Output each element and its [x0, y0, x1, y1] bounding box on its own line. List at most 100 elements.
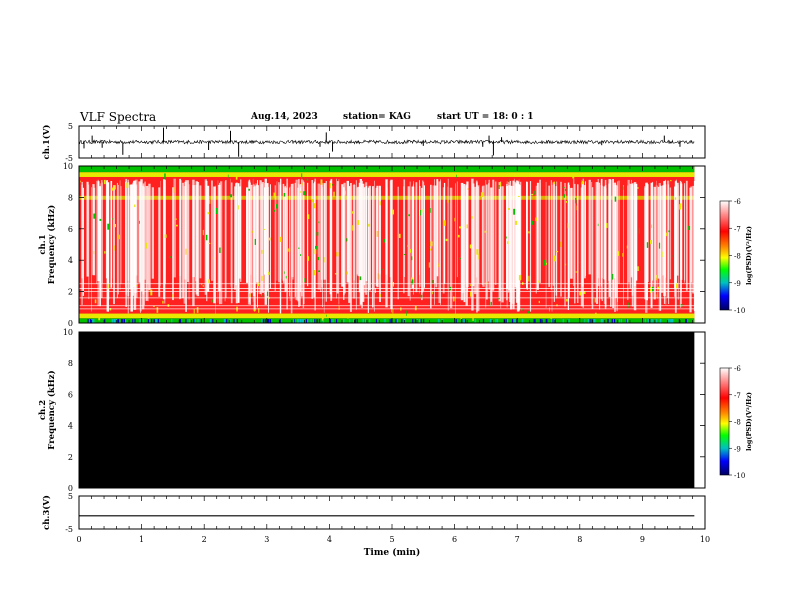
ch1-streak: [482, 186, 483, 285]
ch1-lowfreq-mark: [551, 319, 552, 323]
ch1-speckle: [264, 229, 265, 230]
ch1-streak: [488, 183, 489, 281]
ch1-streak: [513, 186, 515, 290]
ch3-waveform-ytick-label: -5: [65, 525, 73, 534]
ch1-streak: [89, 185, 90, 300]
ch1-streak: [246, 187, 248, 283]
ch1-spectrogram-ylabel: Frequency (kHz): [46, 205, 57, 284]
ch1-lowfreq-mark: [668, 319, 669, 323]
ch1-streak: [336, 185, 337, 293]
cb2-colorbar-tick-label: -7: [734, 392, 741, 400]
ch1-streak: [324, 183, 326, 280]
ch1-lowfreq-mark: [330, 319, 331, 323]
ch1-speckle: [203, 285, 204, 286]
ch1-speckle: [228, 175, 229, 178]
ch1-streak: [125, 179, 127, 307]
ch1-speckle: [210, 200, 211, 204]
ch1-streak: [356, 180, 357, 310]
ch1-speckle: [638, 187, 639, 189]
ch1-streak: [339, 179, 340, 304]
ch1-speckle: [411, 256, 412, 260]
ch1-streak: [121, 186, 122, 284]
ch1-streak: [413, 184, 414, 295]
ch1-speckle: [528, 231, 529, 233]
ch1-speckle: [276, 204, 277, 208]
ch1-streak: [369, 186, 371, 291]
ch1-streak: [303, 180, 304, 308]
ch1-lowfreq-mark: [419, 319, 420, 323]
ch1-lowfreq-mark: [649, 319, 650, 323]
ch1-lowfreq-mark: [122, 319, 123, 323]
ch1-speckle: [256, 316, 257, 318]
ch1-speckle: [408, 214, 410, 216]
ch1-streak: [113, 185, 115, 304]
ch1-speckle: [248, 189, 250, 191]
ch1-streak: [200, 185, 202, 278]
ch1-streak: [421, 188, 422, 300]
x-tick-label: 6: [452, 535, 457, 544]
ch1-streak: [189, 184, 190, 299]
ch2-spectrogram-ytick-label: 2: [68, 453, 73, 462]
ch1-lowfreq-mark: [171, 319, 172, 323]
ch1-streak: [390, 180, 392, 309]
x-tick-label: 3: [264, 535, 269, 544]
ch1-streak: [410, 182, 411, 301]
ch1-speckle: [164, 173, 166, 179]
ch1-speckle: [406, 311, 407, 316]
ch1-speckle: [303, 191, 305, 195]
ch1-speckle: [274, 193, 276, 198]
ch1-speckle: [333, 192, 334, 197]
ch1-speckle: [470, 245, 472, 249]
ch1-streak: [398, 187, 399, 300]
ch1-streak: [646, 183, 648, 300]
ch1-speckle: [137, 285, 138, 286]
ch2-spectrogram-image: [79, 332, 694, 488]
ch1-speckle: [470, 285, 472, 286]
ch1-speckle: [453, 297, 454, 302]
ch1-speckle: [659, 243, 660, 249]
x-tick-label: 4: [327, 535, 332, 544]
ch1-speckle: [206, 235, 208, 241]
ch1-speckle: [346, 272, 348, 275]
ch1-speckle: [478, 254, 479, 260]
ch1-speckle: [563, 187, 565, 188]
ch3-waveform-ytick-label: 5: [68, 492, 73, 501]
ch1-speckle: [500, 182, 501, 186]
ch1-speckle: [238, 205, 239, 209]
ch1-streak: [107, 183, 109, 312]
ch1-lowfreq-mark: [376, 319, 377, 323]
ch1-speckle: [509, 179, 510, 183]
ch1-lowfreq-mark: [365, 319, 366, 323]
ch1-streak: [117, 183, 118, 298]
ch1-lowfreq-mark: [306, 319, 307, 323]
ch1-streak: [192, 185, 194, 277]
ch1-lowfreq-mark: [507, 319, 508, 323]
ch1-speckle: [410, 249, 412, 253]
ch2-spectrogram-ytick-label: 10: [63, 328, 73, 337]
ch1-lowfreq-mark: [297, 319, 298, 323]
ch1-streak: [251, 185, 252, 293]
ch1-speckle: [623, 187, 624, 190]
ch1-lowfreq-mark: [401, 319, 402, 323]
ch1-speckle: [467, 224, 468, 228]
ch1-speckle: [423, 209, 424, 213]
ch1-speckle: [549, 307, 550, 311]
ch1-streak: [135, 180, 138, 298]
ch1-speckle: [606, 223, 607, 228]
ch1-lowfreq-mark: [563, 319, 564, 323]
ch1-streak: [623, 185, 624, 305]
ch1-speckle: [368, 224, 370, 227]
ch1-speckle: [95, 299, 97, 303]
ch1-streak: [670, 188, 671, 280]
ch1-speckle: [554, 182, 555, 185]
ch1-speckle: [392, 210, 394, 215]
ch1-speckle: [518, 196, 520, 197]
ch1-streak: [231, 183, 233, 304]
ch1-streak: [97, 181, 99, 281]
ch1-speckle: [375, 288, 376, 293]
ch1-speckle: [261, 250, 262, 254]
ch1-streak: [300, 184, 301, 285]
ch1-speckle: [472, 317, 473, 321]
ch1-speckle: [688, 226, 690, 230]
ch1-lowfreq-mark: [588, 319, 589, 323]
